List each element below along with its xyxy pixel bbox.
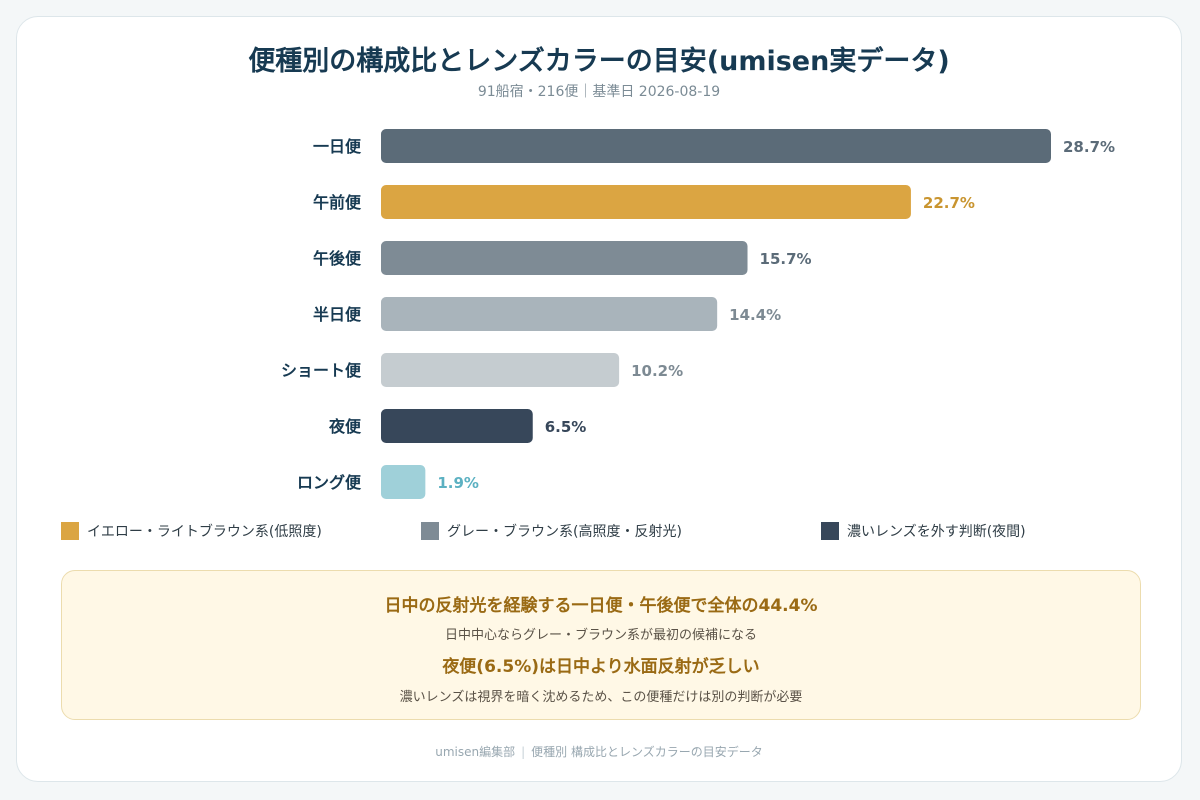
bar — [381, 129, 1051, 163]
value-label: 10.2% — [631, 362, 683, 380]
legend-item-yellow: イエロー・ライトブラウン系(低照度) — [61, 521, 322, 541]
category-label: 一日便 — [313, 137, 362, 156]
category-label: 午後便 — [313, 249, 362, 268]
chart-card: 便種別の構成比とレンズカラーの目安(umisen実データ) 91船宿・216便｜… — [16, 16, 1182, 782]
callout-heading-2: 夜便(6.5%)は日中より水面反射が乏しい — [442, 657, 760, 677]
legend-swatch-dark — [821, 522, 839, 540]
legend-label-gray: グレー・ブラウン系(高照度・反射光) — [447, 524, 682, 540]
value-label: 15.7% — [760, 250, 812, 268]
callout-heading-1: 日中の反射光を経験する一日便・午後便で全体の44.4% — [384, 596, 818, 616]
category-label: ショート便 — [281, 361, 362, 380]
callout-text-2: 濃いレンズは視界を暗く沈めるため、この便種だけは別の判断が必要 — [399, 690, 803, 705]
footer-source: umisen編集部 — [435, 745, 516, 759]
value-label: 6.5% — [545, 418, 587, 436]
category-label: 午前便 — [313, 193, 362, 212]
footer: umisen編集部 | 便種別 構成比とレンズカラーの目安データ — [17, 743, 1181, 760]
value-label: 28.7% — [1063, 138, 1115, 156]
bar — [381, 353, 620, 387]
footer-separator: | — [521, 745, 526, 759]
legend-label-yellow: イエロー・ライトブラウン系(低照度) — [87, 524, 322, 540]
value-label: 14.4% — [729, 306, 781, 324]
callout-text-1: 日中中心ならグレー・ブラウン系が最初の候補になる — [444, 628, 757, 643]
legend-swatch-yellow — [61, 522, 79, 540]
legend-item-dark: 濃いレンズを外す判断(夜間) — [821, 521, 1026, 541]
value-label: 22.7% — [923, 194, 975, 212]
bar — [381, 241, 748, 275]
bar — [381, 465, 426, 499]
footer-description: 便種別 構成比とレンズカラーの目安データ — [531, 745, 763, 759]
category-label: 半日便 — [313, 305, 362, 324]
legend: イエロー・ライトブラウン系(低照度) グレー・ブラウン系(高照度・反射光) 濃い… — [61, 521, 1141, 543]
chart-title: 便種別の構成比とレンズカラーの目安(umisen実データ) — [248, 46, 950, 77]
legend-label-dark: 濃いレンズを外す判断(夜間) — [847, 524, 1026, 540]
legend-swatch-gray — [421, 522, 439, 540]
bar-chart: 一日便 28.7% 午前便 22.7% 午後便 15.7% 半日便 14.4% ショート便 10.… — [281, 129, 1115, 499]
legend-item-gray: グレー・ブラウン系(高照度・反射光) — [421, 521, 682, 541]
category-label: 夜便 — [328, 417, 362, 436]
value-label: 1.9% — [437, 474, 479, 492]
category-label: ロング便 — [297, 473, 362, 492]
chart-subtitle: 91船宿・216便｜基準日 2026-08-19 — [477, 84, 721, 100]
bar — [381, 409, 533, 443]
bar — [381, 185, 911, 219]
bar — [381, 297, 718, 331]
insight-callout: 日中の反射光を経験する一日便・午後便で全体の44.4% 日中中心ならグレー・ブラ… — [61, 570, 1141, 720]
